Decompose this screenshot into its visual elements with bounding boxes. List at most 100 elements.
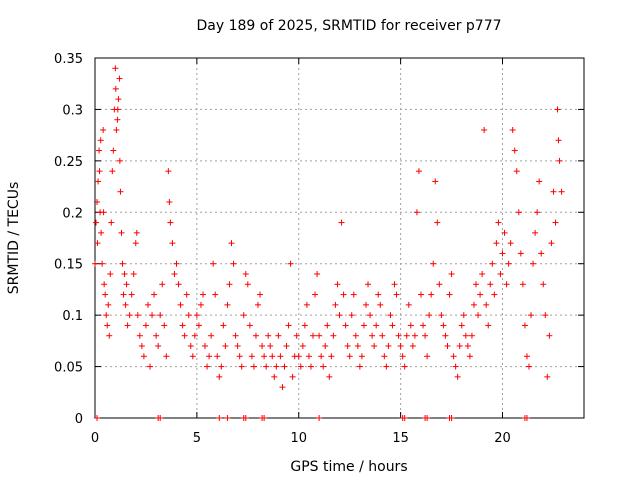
data-point [468,332,475,339]
data-point [477,291,484,298]
y-tick-label: 0.25 [54,155,83,170]
data-point [499,250,506,257]
data-point [128,291,135,298]
data-point [124,322,131,329]
data-point [104,322,111,329]
data-point [540,281,547,288]
data-point [450,353,457,360]
data-point [132,240,139,247]
data-point [336,312,343,319]
data-point [279,384,286,391]
data-point [236,353,243,360]
data-point [391,281,398,288]
data-point [226,281,233,288]
x-tick-label: 20 [494,431,511,446]
data-point [444,343,451,349]
data-point [250,363,257,370]
data-point [214,353,221,360]
data-point [283,343,290,349]
data-point [173,260,180,267]
data-point [116,157,123,164]
data-point [344,343,351,349]
data-point [197,301,204,308]
data-point [434,219,441,226]
data-point [303,301,310,308]
data-point [93,219,100,226]
data-point [161,322,168,329]
data-point [322,343,329,349]
data-point [94,199,101,205]
data-point [458,322,465,329]
data-point [108,219,115,226]
data-point [352,332,359,339]
data-point [212,291,219,298]
data-point [94,240,101,247]
data-point [155,343,162,349]
data-point [183,291,190,298]
data-point [330,332,337,339]
data-point [134,312,141,319]
data-point [426,312,433,319]
data-point [530,260,537,267]
zero-data-point [448,415,455,421]
data-point [265,332,272,339]
data-point [464,343,471,349]
data-point [261,353,268,360]
data-point [96,168,103,175]
data-point [100,209,107,216]
x-axis-title: GPS time / hours [290,459,407,475]
data-point [100,127,107,133]
data-point [320,363,327,370]
data-point [106,332,113,339]
data-point [532,229,539,236]
data-point [114,116,121,123]
y-tick-label: 0.35 [54,52,83,67]
data-point [99,260,106,267]
data-point [112,65,119,72]
data-point [115,96,122,103]
data-point [107,271,114,277]
data-point [462,332,469,339]
data-point [326,373,333,380]
data-point [126,312,133,319]
data-point [169,240,176,247]
data-point [393,291,400,298]
data-point [548,240,555,247]
data-point [312,291,319,298]
data-point [171,271,178,277]
data-point [191,332,198,339]
data-point [483,301,490,308]
y-tick-label: 0.2 [62,206,83,221]
data-point [103,312,110,319]
data-point [113,127,120,133]
data-point [230,260,237,267]
data-point [521,322,528,329]
data-point [310,332,317,339]
data-point [360,322,367,329]
data-point [109,168,116,175]
data-point [550,188,557,195]
data-point [432,178,439,185]
x-tick-label: 0 [91,431,99,446]
x-tick-label: 15 [392,431,409,446]
data-point [252,332,259,339]
data-point [525,363,532,370]
data-point [473,281,480,288]
data-point [314,271,321,277]
zero-data-point [261,415,268,421]
data-point [271,373,278,380]
data-point [379,332,386,339]
y-tick-label: 0.15 [54,258,83,273]
data-point [277,353,284,360]
data-point [375,291,382,298]
y-axis-title: SRMTID / TECUs [6,182,22,295]
data-point [222,343,229,349]
data-point [438,312,445,319]
data-point [295,353,302,360]
data-point [316,332,323,339]
data-points [92,65,565,421]
data-point [123,281,130,288]
data-point [120,291,127,298]
data-point [501,229,508,236]
data-point [555,137,562,144]
